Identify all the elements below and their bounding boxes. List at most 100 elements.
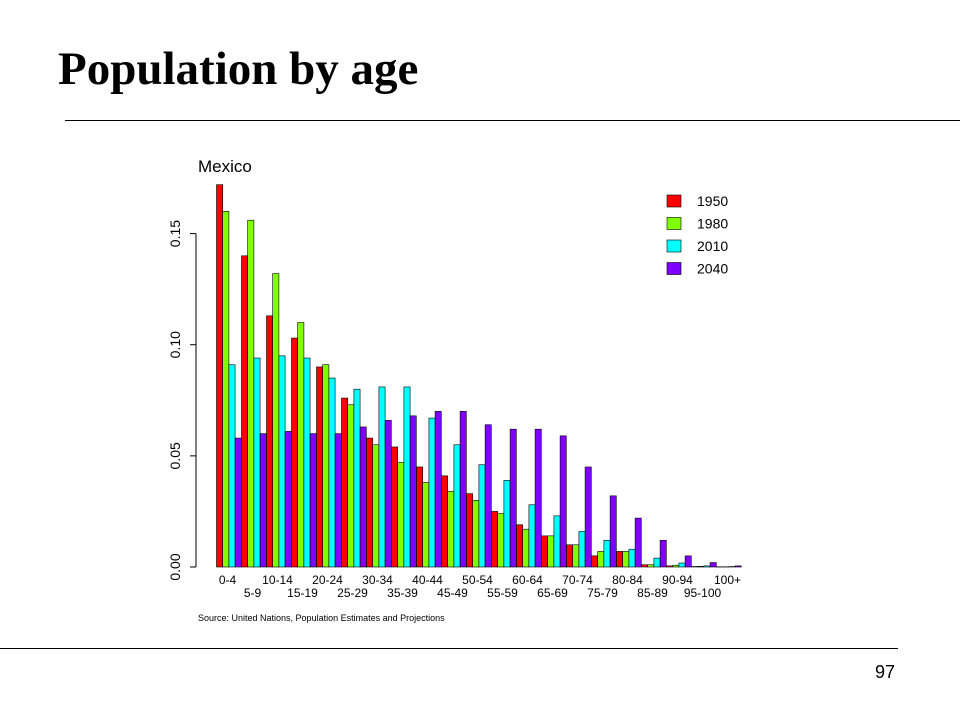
bar-1980-65-69 [547, 535, 555, 568]
bar-1950-5-9 [241, 255, 248, 568]
x-tick-label: 95-100 [684, 586, 722, 600]
bar-1950-30-34 [366, 437, 373, 568]
title-divider [65, 120, 960, 121]
bar-1980-5-9 [247, 219, 255, 568]
bar-2010-0-4 [228, 364, 236, 568]
bar-1980-50-54 [472, 500, 480, 568]
chart-source: Source: United Nations, Population Estim… [198, 613, 445, 623]
x-tick-label: 30-34 [362, 573, 393, 587]
bar-1980-95-100 [697, 566, 705, 568]
bar-2010-15-19 [303, 357, 311, 568]
bar-1950-25-29 [341, 397, 348, 568]
bar-2010-20-24 [328, 377, 336, 568]
page-number: 97 [875, 662, 896, 682]
bar-2010-10-14 [278, 355, 286, 568]
bar-2040-100+ [734, 565, 742, 568]
bar-1950-0-4 [216, 184, 223, 568]
bar-1950-45-49 [441, 475, 448, 568]
legend-swatch-1950 [666, 194, 682, 208]
bar-1950-85-89 [641, 564, 648, 568]
bar-1980-60-64 [522, 528, 530, 568]
x-tick-label: 70-74 [562, 573, 593, 587]
bar-2040-45-49 [459, 411, 467, 568]
bar-1980-90-94 [672, 564, 680, 568]
bar-2040-15-19 [309, 433, 317, 568]
legend-swatch-2010 [666, 239, 682, 253]
bar-1950-20-24 [316, 366, 323, 568]
x-tick-label: 60-64 [512, 573, 543, 587]
legend-swatch-2040 [666, 262, 682, 275]
x-tick-label: 75-79 [587, 586, 618, 600]
x-tick-label: 35-39 [387, 586, 418, 600]
bar-2010-55-59 [503, 480, 511, 568]
bar-2040-90-94 [684, 555, 692, 568]
bar-1950-55-59 [491, 511, 498, 568]
bar-2040-80-84 [634, 517, 642, 568]
y-tick-label: 0.00 [167, 553, 183, 580]
bar-2040-30-34 [384, 419, 392, 568]
bar-2010-80-84 [628, 548, 636, 568]
legend-label-1980: 1980 [697, 216, 728, 232]
bar-2010-95-100 [703, 565, 711, 568]
bar-1980-45-49 [447, 491, 455, 568]
bar-1980-30-34 [372, 444, 380, 568]
x-tick-label: 25-29 [337, 586, 368, 600]
bar-2040-0-4 [234, 437, 242, 568]
y-tick-label: 0.15 [167, 220, 183, 247]
slide-title: Population by age [58, 43, 419, 95]
x-tick-label: 50-54 [462, 573, 493, 587]
footer-divider [0, 648, 898, 649]
legend-swatch-1980 [666, 217, 682, 230]
bar-2010-25-29 [353, 388, 361, 568]
bar-2040-10-14 [284, 431, 292, 568]
legend-label-2010: 2010 [697, 238, 728, 254]
bar-2010-45-49 [453, 444, 461, 568]
bar-1980-40-44 [422, 482, 430, 568]
x-tick-label: 40-44 [412, 573, 443, 587]
x-tick-label: 80-84 [612, 573, 643, 587]
x-tick-label: 20-24 [312, 573, 343, 587]
x-tick-label: 90-94 [662, 573, 693, 587]
bar-1950-35-39 [391, 446, 398, 568]
x-axis: 0-4 5-910-1415-1920-2425-2930-3435-3940-4… [219, 573, 741, 600]
bar-1950-60-64 [516, 524, 523, 568]
bar-1980-10-14 [272, 273, 280, 568]
bar-2010-60-64 [528, 504, 536, 568]
bar-2010-65-69 [553, 515, 561, 568]
x-tick-label: 100+ [714, 573, 741, 587]
bar-1980-20-24 [322, 364, 330, 568]
x-tick-label: 65-69 [537, 586, 568, 600]
bar-2040-50-54 [484, 424, 492, 568]
legend-label-2040: 2040 [697, 261, 728, 277]
bar-1980-55-59 [497, 513, 505, 568]
legend: 1950 1980 2010 2040 [666, 193, 728, 277]
bar-1980-85-89 [647, 564, 655, 568]
x-tick-label: 85-89 [637, 586, 668, 600]
bar-2040-55-59 [509, 428, 517, 568]
bar-2040-95-100 [709, 562, 717, 568]
bar-1980-80-84 [622, 551, 630, 568]
bar-2010-30-34 [378, 386, 386, 568]
bars-group [216, 184, 742, 568]
bar-1980-0-4 [222, 211, 230, 568]
bar-2040-35-39 [409, 415, 417, 568]
x-tick-label: 55-59 [487, 586, 518, 600]
bar-2010-5-9 [253, 357, 261, 568]
bar-2010-35-39 [403, 386, 411, 568]
bar-2040-65-69 [559, 435, 567, 568]
x-tick-label: 15-19 [287, 586, 318, 600]
bar-2010-40-44 [428, 417, 436, 568]
bar-1950-75-79 [591, 555, 598, 568]
bar-2010-75-79 [603, 540, 611, 568]
bar-2040-75-79 [609, 495, 617, 568]
bar-1950-80-84 [616, 551, 623, 568]
bar-2040-85-89 [659, 540, 667, 568]
bar-1980-35-39 [397, 462, 405, 568]
bar-2040-5-9 [259, 433, 267, 568]
bar-2010-50-54 [478, 464, 486, 568]
bar-1980-75-79 [597, 551, 605, 568]
bar-2040-60-64 [534, 428, 542, 568]
bar-2010-85-89 [653, 557, 661, 568]
y-tick-label: 0.05 [167, 442, 183, 469]
bar-2040-40-44 [434, 411, 442, 568]
